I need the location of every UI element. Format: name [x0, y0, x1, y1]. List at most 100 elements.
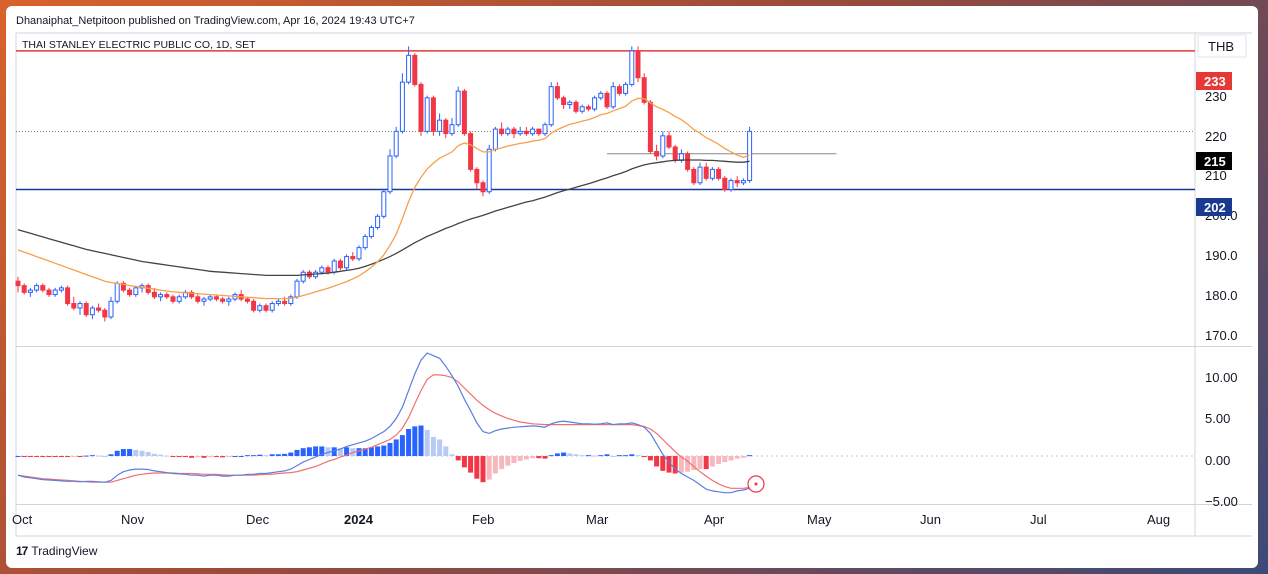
macd-histogram-bar — [27, 456, 33, 458]
footer-brand[interactable]: 17 TradingView — [16, 544, 97, 558]
candle-body — [89, 307, 95, 316]
candle-body — [449, 124, 455, 135]
macd-histogram-bar — [251, 455, 257, 457]
candle-body — [641, 77, 647, 103]
candle-body — [486, 148, 492, 193]
candle-body — [585, 106, 591, 110]
macd-histogram-bar — [579, 455, 585, 457]
macd-histogram-bar — [406, 428, 412, 457]
macd-histogram-bar — [263, 455, 269, 457]
macd-histogram-bar — [530, 456, 536, 459]
currency-button[interactable]: THB — [1197, 34, 1247, 58]
macd-histogram-bar — [58, 456, 64, 458]
macd-histogram-bar — [201, 456, 207, 458]
macd-histogram-bar — [282, 453, 288, 457]
candle-body — [647, 101, 653, 152]
macd-histogram-bar — [381, 445, 387, 457]
candle-body — [610, 86, 616, 108]
macd-histogram-bar — [647, 456, 653, 461]
candle-body — [709, 168, 715, 179]
price-tick: 180.0 — [1205, 288, 1238, 303]
macd-histogram-bar — [499, 456, 505, 470]
current-price-label: 215 — [1196, 152, 1232, 170]
macd-histogram-bar — [722, 456, 728, 463]
macd-histogram-bar — [461, 456, 467, 468]
candle-body — [213, 296, 219, 300]
candle-body — [164, 294, 170, 298]
candle-body — [133, 287, 139, 296]
candle-body — [226, 298, 232, 302]
macd-histogram-bar — [83, 455, 89, 457]
support-price-label: 202 — [1196, 198, 1232, 216]
candle-body — [554, 86, 560, 99]
candle-body — [71, 303, 77, 309]
macd-histogram-bar — [34, 456, 40, 458]
macd-histogram-bar — [244, 455, 250, 457]
macd-histogram-bar — [536, 456, 542, 459]
macd-tick: 5.00 — [1205, 411, 1230, 426]
time-tick: Nov — [121, 512, 145, 527]
candle-body — [716, 168, 722, 179]
chart-canvas[interactable]: THAI STANLEY ELECTRIC PUBLIC CO, 1D, SET… — [6, 6, 1258, 568]
candle-body — [201, 298, 207, 302]
annotation-dot — [754, 482, 758, 486]
candle-body — [34, 285, 40, 291]
price-axis[interactable]: 230 220 210 200.0 190.0 180.0 170.0 — [1205, 89, 1238, 343]
macd-histogram-bar — [257, 454, 263, 457]
macd-histogram-bar — [585, 455, 591, 457]
candle-body — [83, 303, 89, 316]
macd-histogram-bar — [573, 454, 579, 457]
macd-histogram-bar — [678, 456, 684, 473]
candle-body — [27, 289, 33, 293]
time-axis[interactable]: Oct Nov Dec 2024 Feb Mar Apr May Jun Jul… — [12, 512, 1170, 527]
candle-body — [381, 191, 387, 217]
candle-body — [362, 235, 368, 249]
resistance-label-text: 233 — [1204, 74, 1226, 89]
macd-histogram-bar — [77, 456, 83, 458]
time-tick: Apr — [704, 512, 725, 527]
time-tick: Dec — [246, 512, 270, 527]
brand-name: TradingView — [31, 544, 98, 558]
macd-histogram-bar — [567, 453, 573, 457]
macd-histogram-bar — [275, 454, 281, 457]
macd-histogram-bar — [468, 456, 474, 473]
price-tick: 220 — [1205, 129, 1227, 144]
candle-body — [325, 267, 331, 273]
candle-body — [412, 54, 418, 85]
annotation-circle — [747, 475, 765, 493]
macd-histogram-bar — [685, 456, 691, 472]
macd-histogram-bar — [362, 448, 368, 457]
macd-histogram-bar — [133, 449, 139, 457]
macd-histogram-bar — [734, 456, 740, 459]
candle-body — [728, 180, 734, 191]
candle-body — [480, 182, 486, 193]
macd-histogram-bar — [561, 452, 567, 457]
candle-body — [722, 177, 728, 190]
candle-body — [282, 300, 288, 305]
candle-body — [151, 291, 157, 298]
candle-body — [275, 300, 281, 305]
macd-histogram-bar — [325, 447, 331, 457]
macd-histogram-bar — [15, 456, 21, 458]
macd-histogram-bar — [455, 456, 461, 461]
candles[interactable] — [15, 46, 753, 322]
macd-histogram-bar — [220, 456, 226, 458]
macd-histogram-bar — [474, 456, 480, 479]
macd-histogram-bar — [418, 425, 424, 457]
candle-body — [170, 296, 176, 302]
time-tick: Mar — [586, 512, 609, 527]
macd-histogram-bar — [40, 456, 46, 458]
horizontal-levels[interactable] — [16, 50, 1195, 191]
candle-body — [21, 285, 27, 293]
macd-pane[interactable] — [16, 347, 1199, 505]
candle-body — [685, 153, 691, 170]
macd-histogram-bar — [740, 456, 746, 458]
candle-body — [207, 296, 213, 300]
macd-histogram-bar — [393, 439, 399, 457]
candle-body — [344, 256, 350, 269]
macd-histogram-bar — [672, 456, 678, 474]
candle-body — [623, 83, 629, 94]
macd-histogram-bar — [492, 456, 498, 474]
macd-axis[interactable]: 10.00 5.00 0.00 −5.00 — [1205, 370, 1238, 509]
candle-body — [455, 90, 461, 126]
